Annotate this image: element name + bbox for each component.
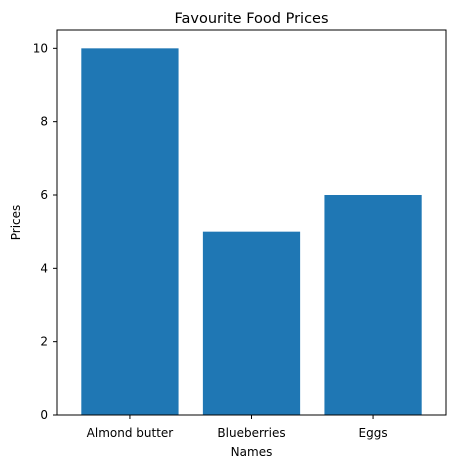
y-tick-label: 2 (40, 335, 48, 349)
x-tick-label: Blueberries (217, 426, 285, 440)
bar-almond-butter (81, 48, 179, 415)
y-axis-ticks: 0 2 4 6 8 10 (33, 41, 57, 422)
y-tick-label: 6 (40, 188, 48, 202)
y-tick-label: 8 (40, 115, 48, 129)
y-axis-label: Prices (9, 205, 23, 241)
bar-eggs (324, 195, 422, 415)
plot-frame (56, 29, 447, 416)
x-axis-label: Names (231, 445, 273, 459)
bar-blueberries (202, 231, 301, 415)
bars-group (81, 48, 422, 415)
x-tick-label: Almond butter (87, 426, 174, 440)
chart-title: Favourite Food Prices (174, 11, 328, 27)
y-tick-label: 0 (40, 408, 48, 422)
y-tick-label: 10 (33, 41, 48, 55)
x-tick-label: Eggs (359, 426, 388, 440)
x-axis-ticks: Almond butter Blueberries Eggs (87, 415, 388, 440)
y-tick-label: 4 (40, 261, 48, 275)
